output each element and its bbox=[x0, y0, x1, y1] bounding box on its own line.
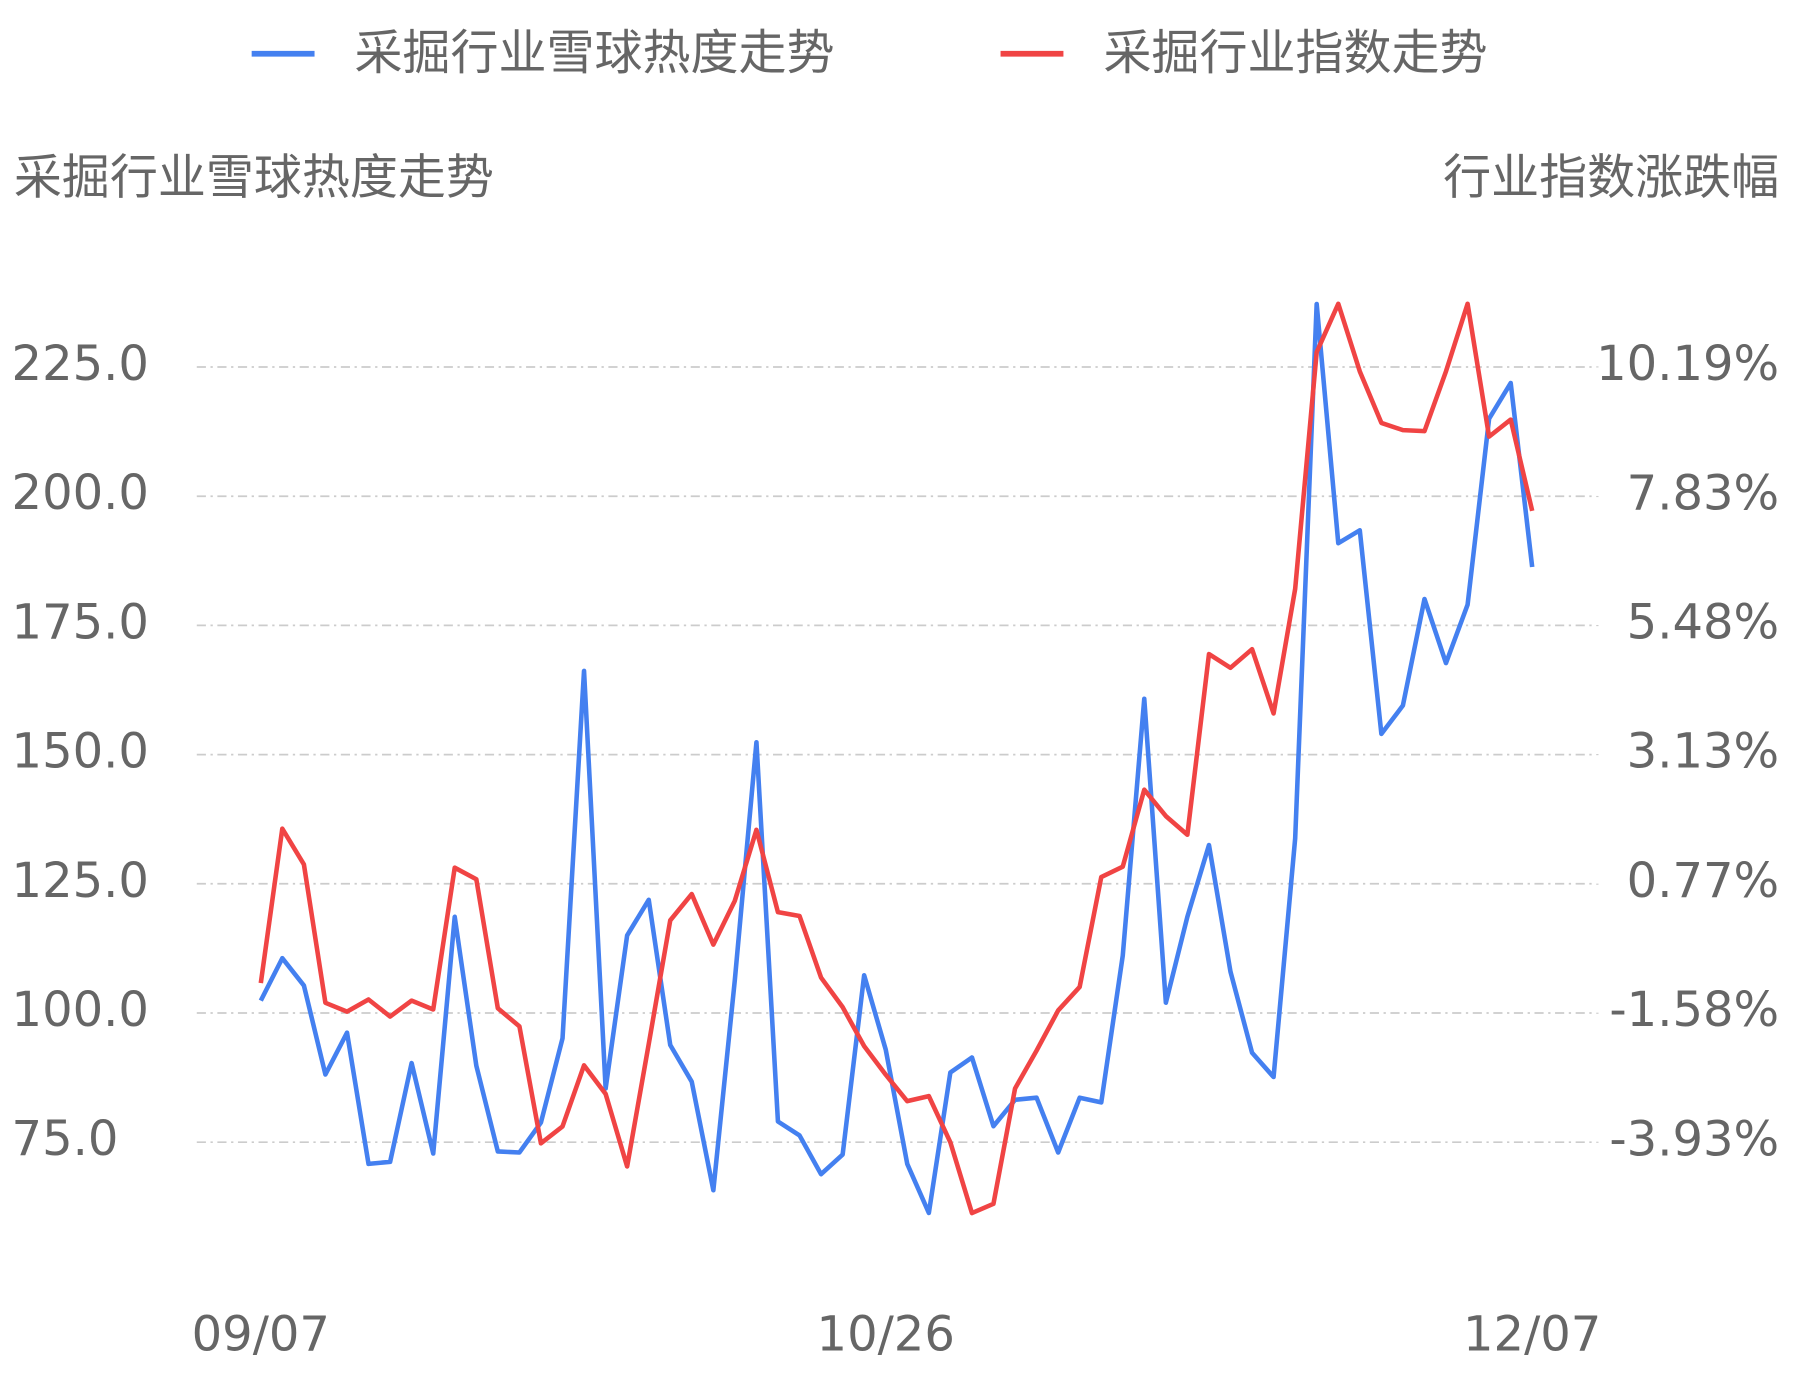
y-tick-label: 100.0 bbox=[12, 982, 149, 1038]
y2-axis-title: 行业指数涨跌幅 bbox=[1443, 150, 1779, 206]
legend-label: 采掘行业指数走势 bbox=[1103, 25, 1487, 81]
x-tick-label: 10/26 bbox=[817, 1307, 955, 1363]
legend-label: 采掘行业雪球热度走势 bbox=[355, 25, 835, 81]
y-axis-title: 采掘行业雪球热度走势 bbox=[14, 150, 494, 206]
y2-tick-label: 5.48% bbox=[1627, 595, 1779, 651]
y2-tick-label: 10.19% bbox=[1596, 336, 1779, 392]
y2-tick-label: 7.83% bbox=[1627, 466, 1779, 522]
y2-tick-label: 3.13% bbox=[1627, 724, 1779, 780]
series-line bbox=[258, 301, 1535, 1216]
x-tick-label: 09/07 bbox=[192, 1307, 330, 1363]
y-tick-label: 200.0 bbox=[12, 465, 149, 521]
y-tick-label: 225.0 bbox=[12, 336, 149, 392]
y-tick-label: 150.0 bbox=[12, 724, 149, 780]
y2-tick-label: 0.77% bbox=[1627, 853, 1779, 909]
y-tick-label: 75.0 bbox=[12, 1111, 119, 1167]
series-line bbox=[258, 301, 1535, 1216]
x-tick-label: 12/07 bbox=[1463, 1307, 1601, 1363]
y2-tick-label: -1.58% bbox=[1609, 982, 1779, 1038]
y-tick-label: 175.0 bbox=[12, 594, 149, 650]
y-tick-label: 125.0 bbox=[12, 853, 149, 909]
y2-tick-label: -3.93% bbox=[1609, 1111, 1779, 1167]
